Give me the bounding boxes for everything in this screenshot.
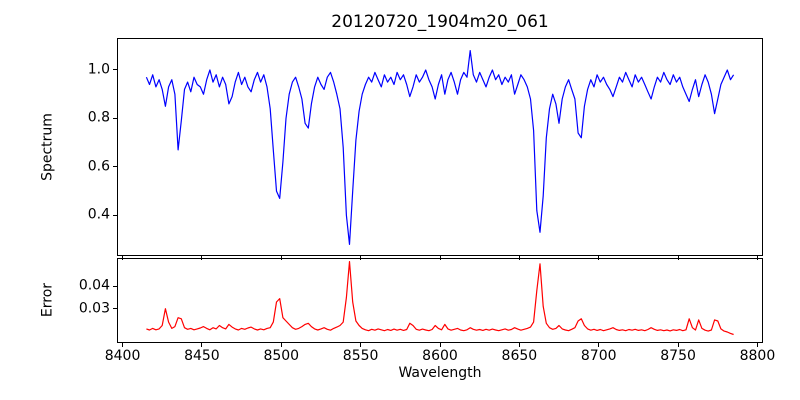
x-tick-mark (201, 343, 203, 347)
x-tick-mark (360, 256, 362, 260)
y-tick-label: 0.04 (78, 277, 110, 294)
y-tick-mark (113, 308, 117, 310)
y-tick-mark (113, 285, 117, 287)
x-tick-label: 8400 (104, 348, 141, 364)
spectrum-y-axis-label: Spectrum (39, 113, 56, 181)
y-tick-label: 0.6 (87, 158, 110, 175)
error-y-axis-label: Error (39, 282, 56, 318)
y-tick-label: 0.03 (78, 300, 110, 317)
y-tick-mark (113, 166, 117, 168)
x-tick-label: 8550 (342, 348, 379, 364)
x-tick-mark (439, 343, 441, 347)
x-tick-label: 8650 (501, 348, 538, 364)
x-tick-mark (122, 343, 124, 347)
y-tick-label: 1.0 (87, 61, 110, 78)
x-tick-label: 8800 (739, 348, 776, 364)
x-axis-label: Wavelength (398, 365, 482, 381)
error-plot-area (117, 258, 763, 343)
spectrum-plot-area (117, 38, 763, 256)
y-tick-mark (113, 214, 117, 216)
y-tick-mark (113, 117, 117, 119)
x-tick-mark (677, 256, 679, 260)
x-tick-mark (122, 256, 124, 260)
x-tick-mark (201, 256, 203, 260)
y-tick-label: 0.4 (87, 206, 110, 223)
x-tick-mark (280, 343, 282, 347)
chart-title: 20120720_1904m20_061 (331, 12, 549, 32)
x-tick-label: 8450 (184, 348, 220, 364)
x-tick-label: 8500 (263, 348, 300, 364)
x-tick-mark (756, 343, 758, 347)
x-tick-mark (677, 343, 679, 347)
x-tick-label: 8600 (422, 348, 458, 364)
x-tick-mark (518, 256, 520, 260)
error-line (146, 260, 734, 336)
spectrum-line (145, 50, 735, 245)
x-tick-mark (518, 343, 520, 347)
y-tick-label: 0.8 (87, 109, 110, 126)
x-tick-mark (756, 256, 758, 260)
y-tick-mark (113, 69, 117, 71)
x-tick-label: 8750 (660, 348, 696, 364)
x-tick-label: 8700 (580, 348, 617, 364)
x-tick-mark (439, 256, 441, 260)
x-tick-mark (598, 343, 600, 347)
x-tick-mark (280, 256, 282, 260)
x-tick-mark (360, 343, 362, 347)
x-tick-mark (598, 256, 600, 260)
